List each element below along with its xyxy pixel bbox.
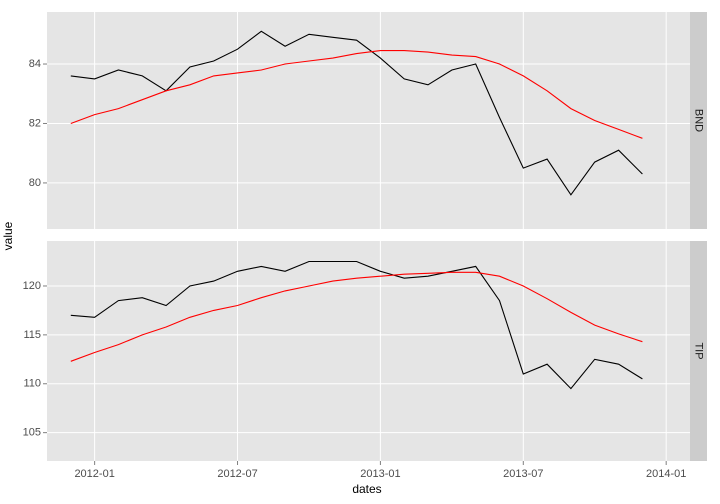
series-line: [70, 260, 643, 390]
y-tick-label: 110: [23, 378, 41, 390]
series-line: [70, 50, 643, 139]
y-axis-title: value: [1, 221, 15, 250]
x-tick-label: 2013-07: [503, 468, 543, 480]
x-tick-label: 2012-07: [217, 468, 257, 480]
x-tick-label: 2013-01: [360, 468, 400, 480]
y-tick-label: 105: [23, 427, 41, 439]
panel-background: [47, 12, 690, 229]
strip-background: [690, 12, 707, 229]
series-line: [70, 271, 643, 362]
y-tick-label: 84: [29, 58, 41, 70]
strip-background: [690, 241, 707, 461]
y-tick-label: 120: [23, 280, 41, 292]
strip-label: BND: [693, 109, 705, 132]
x-tick-label: 2012-01: [74, 468, 114, 480]
panel-background: [47, 241, 690, 461]
x-tick-label: 2014-01: [646, 468, 686, 480]
strip-label: TIP: [693, 342, 705, 359]
y-tick-label: 115: [23, 329, 41, 341]
y-tick-label: 82: [29, 117, 41, 129]
y-tick-label: 80: [29, 177, 41, 189]
x-axis-title: dates: [352, 482, 381, 496]
